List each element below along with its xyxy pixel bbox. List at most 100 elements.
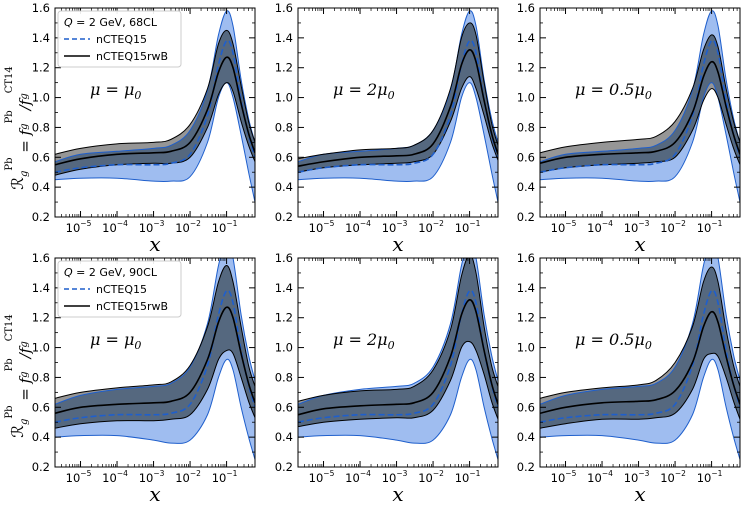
y-tick-label: 1.6	[517, 251, 535, 265]
y-tick-label: 1.6	[517, 1, 535, 15]
ncteq15rwb-upper-line	[540, 34, 740, 154]
y-tick-label: 1.2	[275, 61, 293, 75]
y-tick-label: 0.4	[275, 430, 293, 444]
x-tick-label: 10−1	[697, 469, 723, 485]
x-axis-label: x	[149, 482, 160, 506]
y-ticks: 0.2 0.4 0.6 0.8 1.0 1.2 1.4 1.6	[32, 1, 255, 224]
ncteq15-lower-line	[55, 358, 255, 460]
ncteq15rwb-lower-line	[298, 76, 498, 173]
y-tick-label: 0.4	[517, 430, 535, 444]
y-axis-label-text: ℛgPb = fgPb/fgCT14	[4, 314, 34, 438]
ncteq15rwb-upper-line	[298, 22, 498, 160]
x-tick-label: 10−1	[212, 469, 238, 485]
y-tick-label: 0.6	[517, 150, 535, 164]
y-tick-label: 0.4	[32, 180, 50, 194]
ncteq15rwb-upper-line	[540, 266, 740, 399]
y-tick-label: 1.2	[517, 311, 535, 325]
x-tick-label: 10−2	[660, 469, 686, 485]
x-tick-label: 10−4	[102, 469, 128, 485]
ncteq15rwb-central-line	[540, 60, 740, 165]
legend-ncteq15rwb-label: nCTEQ15rwB	[96, 300, 168, 313]
legend-ncteq15-label: nCTEQ15	[96, 283, 147, 296]
y-tick-label: 0.6	[32, 150, 50, 164]
scale-annotation: μ = 0.5μ0	[575, 80, 652, 102]
y-tick-label: 1.0	[517, 341, 535, 355]
scale-annotation: μ = 2μ0	[333, 330, 395, 352]
y-tick-label: 1.6	[32, 251, 50, 265]
ncteq15rwb-central-line	[540, 310, 740, 415]
y-tick-label: 0.2	[32, 460, 50, 474]
plot-area	[540, 10, 740, 203]
x-tick-label: 10−2	[660, 219, 686, 235]
panel-5: 0.20.40.60.81.01.21.41.610−5 10−4 10−3 10−2…	[275, 251, 499, 506]
ncteq15rwb-central-line	[298, 48, 498, 168]
legend-ncteq15-label: nCTEQ15	[96, 33, 147, 46]
ncteq15-upper-line	[298, 258, 498, 405]
y-tick-label: 1.4	[32, 281, 50, 295]
legend-box	[57, 10, 182, 68]
y-tick-label: 0.8	[32, 120, 50, 134]
ncteq15-lower-line	[540, 82, 740, 203]
ncteq15rwb-central-line	[55, 56, 255, 166]
y-ticks: 0.2 0.4 0.6 0.8 1.0 1.2 1.4 1.6	[517, 251, 740, 474]
ncteq15rwb-central-line	[55, 306, 255, 415]
y-tick-label: 0.6	[517, 400, 535, 414]
legend-title: Q = 2 GeV, 68CL	[64, 16, 158, 29]
ncteq15-upper-line	[55, 10, 255, 163]
panel-1: 0.20.40.60.81.01.21.41.610−5 10−4 10−3 10−2…	[32, 1, 256, 256]
y-tick-label: 0.4	[32, 430, 50, 444]
plot-area	[55, 258, 255, 460]
y-tick-label: 1.0	[32, 341, 50, 355]
y-tick-label: 0.4	[275, 180, 293, 194]
x-tick-label: 10−5	[66, 469, 92, 485]
y-axis-label: ℛgPb = fgPb/fgCT14 ℛgPb = fgPb/fgCT14	[4, 66, 34, 438]
y-tick-label: 0.2	[517, 460, 535, 474]
y-tick-label: 0.8	[275, 370, 293, 384]
x-tick-label: 10−2	[175, 469, 201, 485]
y-tick-label: 1.4	[517, 31, 535, 45]
y-tick-label: 0.6	[32, 400, 50, 414]
x-tick-label: 10−1	[455, 219, 481, 235]
plot-area	[298, 10, 498, 203]
scale-annotation: μ = μ0	[90, 330, 141, 352]
panels: 0.20.40.60.81.01.21.41.610−5 10−4 10−3 10−2…	[32, 1, 741, 506]
ncteq15rwb-central-line	[298, 298, 498, 416]
ncteq15rwb-upper-line	[298, 258, 498, 402]
ncteq15-upper-line	[540, 258, 740, 405]
y-tick-label: 1.4	[517, 281, 535, 295]
ncteq15rwb-lower-line	[540, 88, 740, 173]
x-tick-label: 10−4	[587, 219, 613, 235]
y-tick-label: 1.0	[32, 91, 50, 105]
panel-3: 0.20.40.60.81.01.21.41.610−5 10−4 10−3 10−2…	[517, 1, 741, 256]
y-tick-label: 1.2	[32, 311, 50, 325]
x-axis-label: x	[634, 232, 645, 256]
x-tick-label: 10−2	[175, 219, 201, 235]
scale-annotation: μ = μ0	[90, 80, 141, 102]
ncteq15-central-line	[298, 289, 498, 423]
y-tick-label: 0.6	[275, 400, 293, 414]
ncteq15-lower-line	[55, 82, 255, 203]
y-tick-label: 1.6	[275, 251, 293, 265]
x-tick-label: 10−2	[418, 219, 444, 235]
panel-2: 0.20.40.60.81.01.21.41.610−5 10−4 10−3 10−2…	[275, 1, 499, 256]
y-tick-label: 0.2	[32, 210, 50, 224]
y-ticks: 0.2 0.4 0.6 0.8 1.0 1.2 1.4 1.6	[517, 1, 740, 224]
y-tick-label: 1.0	[275, 91, 293, 105]
y-axis-label-text: ℛgPb = fgPb/fgCT14	[4, 66, 34, 190]
panel-4: 0.20.40.60.81.01.21.41.610−5 10−4 10−3 10−2…	[32, 251, 256, 506]
panel-6: 0.20.40.60.81.01.21.41.610−5 10−4 10−3 10−2…	[517, 251, 741, 506]
y-tick-label: 1.4	[275, 31, 293, 45]
y-tick-label: 1.6	[32, 1, 50, 15]
ncteq15rwb-lower-line	[55, 82, 255, 176]
scale-annotation: μ = 2μ0	[333, 80, 395, 102]
y-tick-label: 0.8	[275, 120, 293, 134]
ncteq15rwb-upper-line	[55, 29, 255, 155]
x-tick-label: 10−5	[309, 219, 335, 235]
ncteq15rwb-lower-line	[55, 349, 255, 429]
ncteq15-central-line	[540, 289, 740, 423]
y-tick-label: 0.2	[517, 210, 535, 224]
overlap-band	[55, 30, 255, 176]
y-tick-label: 1.2	[517, 61, 535, 75]
x-axis-label: x	[149, 232, 160, 256]
x-axis-label: x	[392, 232, 403, 256]
